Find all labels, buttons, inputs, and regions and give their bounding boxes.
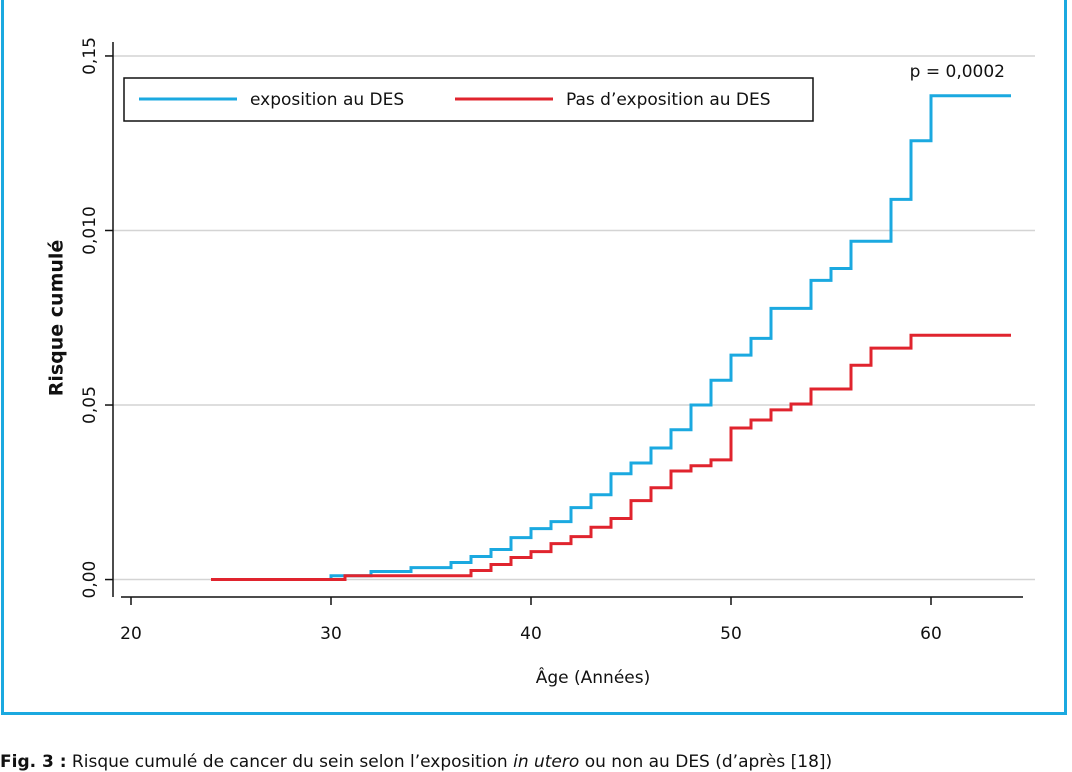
y-tick-label: 0,15	[80, 37, 100, 75]
caption: Fig. 3 : Risque cumulé de cancer du sein…	[0, 752, 832, 772]
x-tick-label: 30	[320, 624, 342, 644]
x-tick-label: 50	[720, 624, 742, 644]
y-tick-label: 0,05	[80, 386, 100, 424]
figure-frame	[1, 0, 1067, 715]
caption-label: Fig. 3 :	[0, 752, 67, 772]
annotation: p = 0,0002	[910, 62, 1005, 82]
caption-text: Risque cumulé de cancer du sein selon l’…	[66, 752, 514, 772]
x-tick-label: 20	[120, 624, 142, 644]
x-axis-label: Âge (Années)	[536, 666, 651, 688]
y-tick-label: 0,00	[80, 561, 100, 599]
caption-italic: in utero	[513, 752, 580, 772]
series-line	[211, 333, 1011, 582]
x-tick-label: 40	[520, 624, 542, 644]
legend-label: Pas d’exposition au DES	[566, 90, 771, 110]
y-tick-label: 0,010	[80, 206, 100, 255]
x-tick-label: 60	[920, 624, 942, 644]
caption-text: ou non au DES (d’après [18])	[579, 752, 833, 772]
chart: Risque cumulé Âge (Années) p = 0,0002 0,…	[46, 37, 1035, 688]
y-axis-label: Risque cumulé	[46, 240, 68, 397]
legend-label: exposition au DES	[250, 90, 404, 110]
series-line	[211, 94, 1011, 582]
